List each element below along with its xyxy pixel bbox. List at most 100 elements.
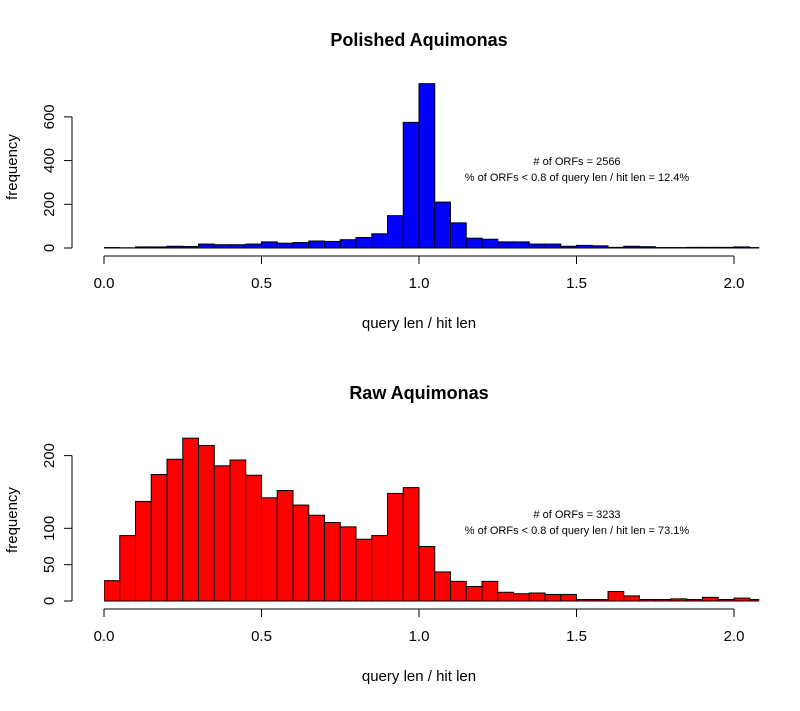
bar (655, 600, 671, 601)
bar (624, 596, 640, 601)
bar (482, 581, 498, 601)
bar (451, 581, 467, 601)
bar (214, 245, 230, 248)
bar (183, 246, 199, 248)
bar (262, 498, 278, 601)
chart-title: Polished Aquimonas (330, 30, 507, 50)
bar (214, 466, 230, 601)
bar (199, 244, 215, 248)
bar (372, 536, 388, 601)
bar (340, 240, 356, 248)
bar (687, 600, 703, 601)
annotation: % of ORFs < 0.8 of query len / hit len =… (465, 525, 690, 537)
bar (514, 242, 530, 248)
bar (592, 600, 608, 601)
y-tick-label: 50 (41, 556, 58, 573)
x-tick-label: 2.0 (724, 275, 745, 292)
bar (293, 243, 309, 248)
y-tick-label: 200 (41, 192, 58, 217)
bar (577, 245, 593, 248)
y-axis-label: frequency (4, 487, 21, 553)
bar (199, 445, 215, 601)
bar (577, 600, 593, 601)
bar (640, 600, 656, 601)
bar (466, 586, 482, 601)
bar (718, 600, 734, 601)
bar (592, 246, 608, 248)
x-axis-label: query len / hit len (362, 315, 476, 332)
annotation: # of ORFs = 2566 (533, 156, 620, 168)
bar (545, 594, 561, 601)
x-tick-label: 0.0 (94, 275, 115, 292)
bar (183, 438, 199, 601)
bar (734, 247, 750, 248)
bar (340, 527, 356, 601)
bar (372, 234, 388, 248)
annotation: % of ORFs < 0.8 of query len / hit len =… (465, 172, 690, 184)
bar (671, 599, 687, 601)
bar (624, 246, 640, 248)
bar (703, 247, 719, 248)
bar (403, 122, 419, 248)
bar (561, 246, 577, 248)
bar (309, 241, 325, 248)
bar (608, 592, 624, 601)
bar (419, 546, 435, 601)
bar (419, 84, 435, 248)
bar (561, 594, 577, 601)
bar (325, 241, 341, 248)
bars (104, 84, 766, 248)
bar (498, 242, 514, 248)
bar (230, 460, 246, 601)
x-tick-label: 0.0 (94, 628, 115, 645)
bar (277, 491, 293, 601)
bar (136, 501, 152, 601)
bar (498, 592, 514, 601)
bar (388, 493, 404, 601)
bar (246, 244, 262, 248)
bar (120, 536, 136, 601)
bar (514, 594, 530, 601)
bar (403, 488, 419, 601)
chart-title: Raw Aquimonas (349, 383, 488, 403)
bar (277, 243, 293, 248)
bar (167, 459, 183, 601)
bar (151, 247, 167, 248)
y-axis-label: frequency (4, 134, 21, 200)
bar (293, 505, 309, 601)
bar (356, 238, 372, 248)
bar (388, 216, 404, 248)
y-tick-label: 600 (41, 104, 58, 129)
annotation: # of ORFs = 3233 (533, 509, 620, 521)
bar (451, 223, 467, 248)
y-tick-label: 400 (41, 148, 58, 173)
bar (262, 242, 278, 248)
x-tick-label: 1.5 (566, 275, 587, 292)
bar (687, 247, 703, 248)
x-tick-label: 0.5 (251, 628, 272, 645)
bar (718, 247, 734, 248)
y-tick-label: 0 (41, 597, 58, 605)
bar (151, 475, 167, 601)
x-tick-label: 0.5 (251, 275, 272, 292)
x-axis-label: query len / hit len (362, 668, 476, 685)
x-tick-label: 2.0 (724, 628, 745, 645)
bar (750, 600, 766, 601)
bar (356, 539, 372, 601)
y-tick-label: 0 (41, 244, 58, 252)
bar (325, 522, 341, 601)
bar (640, 247, 656, 248)
bar (734, 598, 750, 601)
bar (703, 597, 719, 601)
bar (435, 202, 451, 248)
bar (545, 244, 561, 248)
bar (608, 247, 624, 248)
bar (167, 246, 183, 248)
bar (136, 247, 152, 248)
bar (529, 244, 545, 248)
bar (309, 515, 325, 601)
bar (246, 475, 262, 601)
